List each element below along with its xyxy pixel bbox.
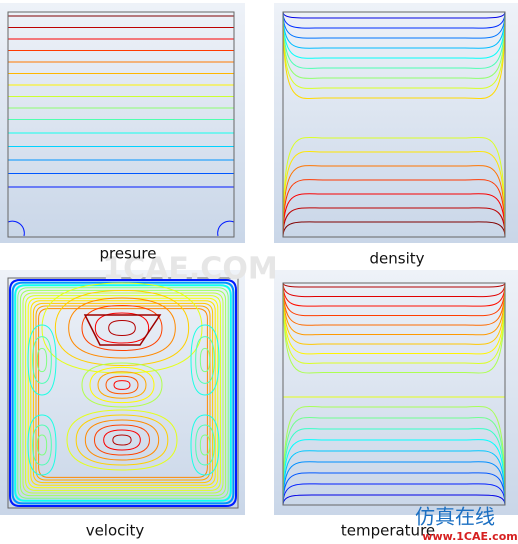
panel-label: velocity: [86, 522, 145, 540]
contour-line: [282, 439, 506, 506]
panel-label: temperature: [341, 522, 435, 540]
contour-line: [30, 300, 216, 486]
contour-line: [84, 419, 160, 461]
contour-line: [282, 472, 506, 506]
contour-line: [36, 347, 48, 373]
contour-line: [199, 434, 211, 456]
contour-line: [54, 289, 190, 367]
contour-line: [282, 11, 506, 69]
contour-line: [282, 179, 506, 238]
contour-line: [282, 165, 506, 238]
panel-label: density: [370, 250, 425, 268]
contour-line: [32, 424, 52, 466]
contour-line: [282, 282, 506, 364]
contour-line: [282, 207, 506, 238]
contour-line: [41, 282, 203, 374]
contour-line: [282, 282, 506, 355]
contours: [7, 11, 506, 507]
contour-line: [282, 450, 506, 506]
contour-line: [9, 279, 237, 507]
contour-line: [112, 434, 132, 446]
panel-label: presure: [100, 245, 157, 263]
contour-line: [282, 11, 506, 89]
contour-line: [282, 282, 506, 374]
panel-bg: [274, 270, 518, 515]
watermark-brand: 仿真在线: [415, 505, 495, 529]
contour-line: [282, 282, 506, 298]
contour-line: [282, 282, 506, 288]
plot-frame: [7, 277, 239, 509]
contour-line: [282, 221, 506, 238]
contour-line: [11, 281, 235, 505]
contour-line: [282, 282, 506, 336]
contour-line: [190, 414, 220, 476]
contour-line: [32, 336, 52, 384]
contour-line: [282, 494, 506, 506]
contour-line: [282, 11, 506, 39]
contour-line: [38, 308, 208, 478]
contour-line: [282, 282, 506, 317]
contour-line: [19, 289, 227, 497]
contour-line: [22, 292, 224, 494]
contour-line: [282, 193, 506, 238]
contour-line: [282, 11, 506, 49]
contour-line: [75, 414, 169, 466]
contour-line: [32, 302, 214, 484]
contour-line: [81, 304, 163, 352]
contour-line: [25, 295, 221, 491]
contour-line: [190, 324, 220, 396]
contour-line: [113, 380, 131, 390]
contour-line: [97, 371, 147, 399]
contour-line: [89, 366, 155, 404]
contour-line: [68, 297, 176, 359]
contour-line: [195, 336, 215, 384]
plot-frame: [282, 11, 506, 238]
contour-line: [282, 11, 506, 29]
contour-line: [282, 282, 506, 307]
contour-line: [282, 416, 506, 506]
contour-line: [27, 414, 57, 476]
panel-bg: [274, 3, 518, 243]
contour-line: [14, 284, 232, 502]
contour-line: [27, 324, 57, 396]
contour-line: [282, 11, 506, 59]
plot-frame: [7, 11, 235, 238]
contour-line: [7, 220, 25, 237]
contour-line: [282, 11, 506, 19]
contour-line: [195, 424, 215, 466]
contour-line: [36, 434, 48, 456]
contour-line: [35, 305, 211, 481]
contour-line: [217, 220, 235, 237]
contour-line: [93, 424, 151, 456]
contour-line: [282, 483, 506, 506]
contour-line: [103, 429, 141, 451]
contour-line: [282, 151, 506, 238]
plot-frame: [282, 282, 506, 506]
contour-line: [282, 461, 506, 506]
contour-line: [282, 282, 506, 345]
contour-line: [199, 347, 211, 373]
contour-line: [27, 297, 219, 489]
contour-line: [108, 319, 136, 337]
contour-line: [282, 282, 506, 326]
contour-line: [81, 362, 163, 408]
contour-line: [17, 287, 229, 499]
panel-bg: [0, 3, 245, 243]
contour-line: [66, 409, 178, 471]
contour-line: [105, 375, 139, 395]
watermark: 1CAE.COM: [102, 252, 277, 287]
contour-line: [282, 11, 506, 99]
contour-line: [282, 428, 506, 506]
contour-line: [282, 405, 506, 506]
panel-bg: [0, 270, 245, 515]
contour-line: [83, 314, 162, 346]
watermark-url: www.1CAE.com: [422, 530, 517, 543]
contour-line: [282, 136, 506, 238]
contour-line: [282, 11, 506, 79]
